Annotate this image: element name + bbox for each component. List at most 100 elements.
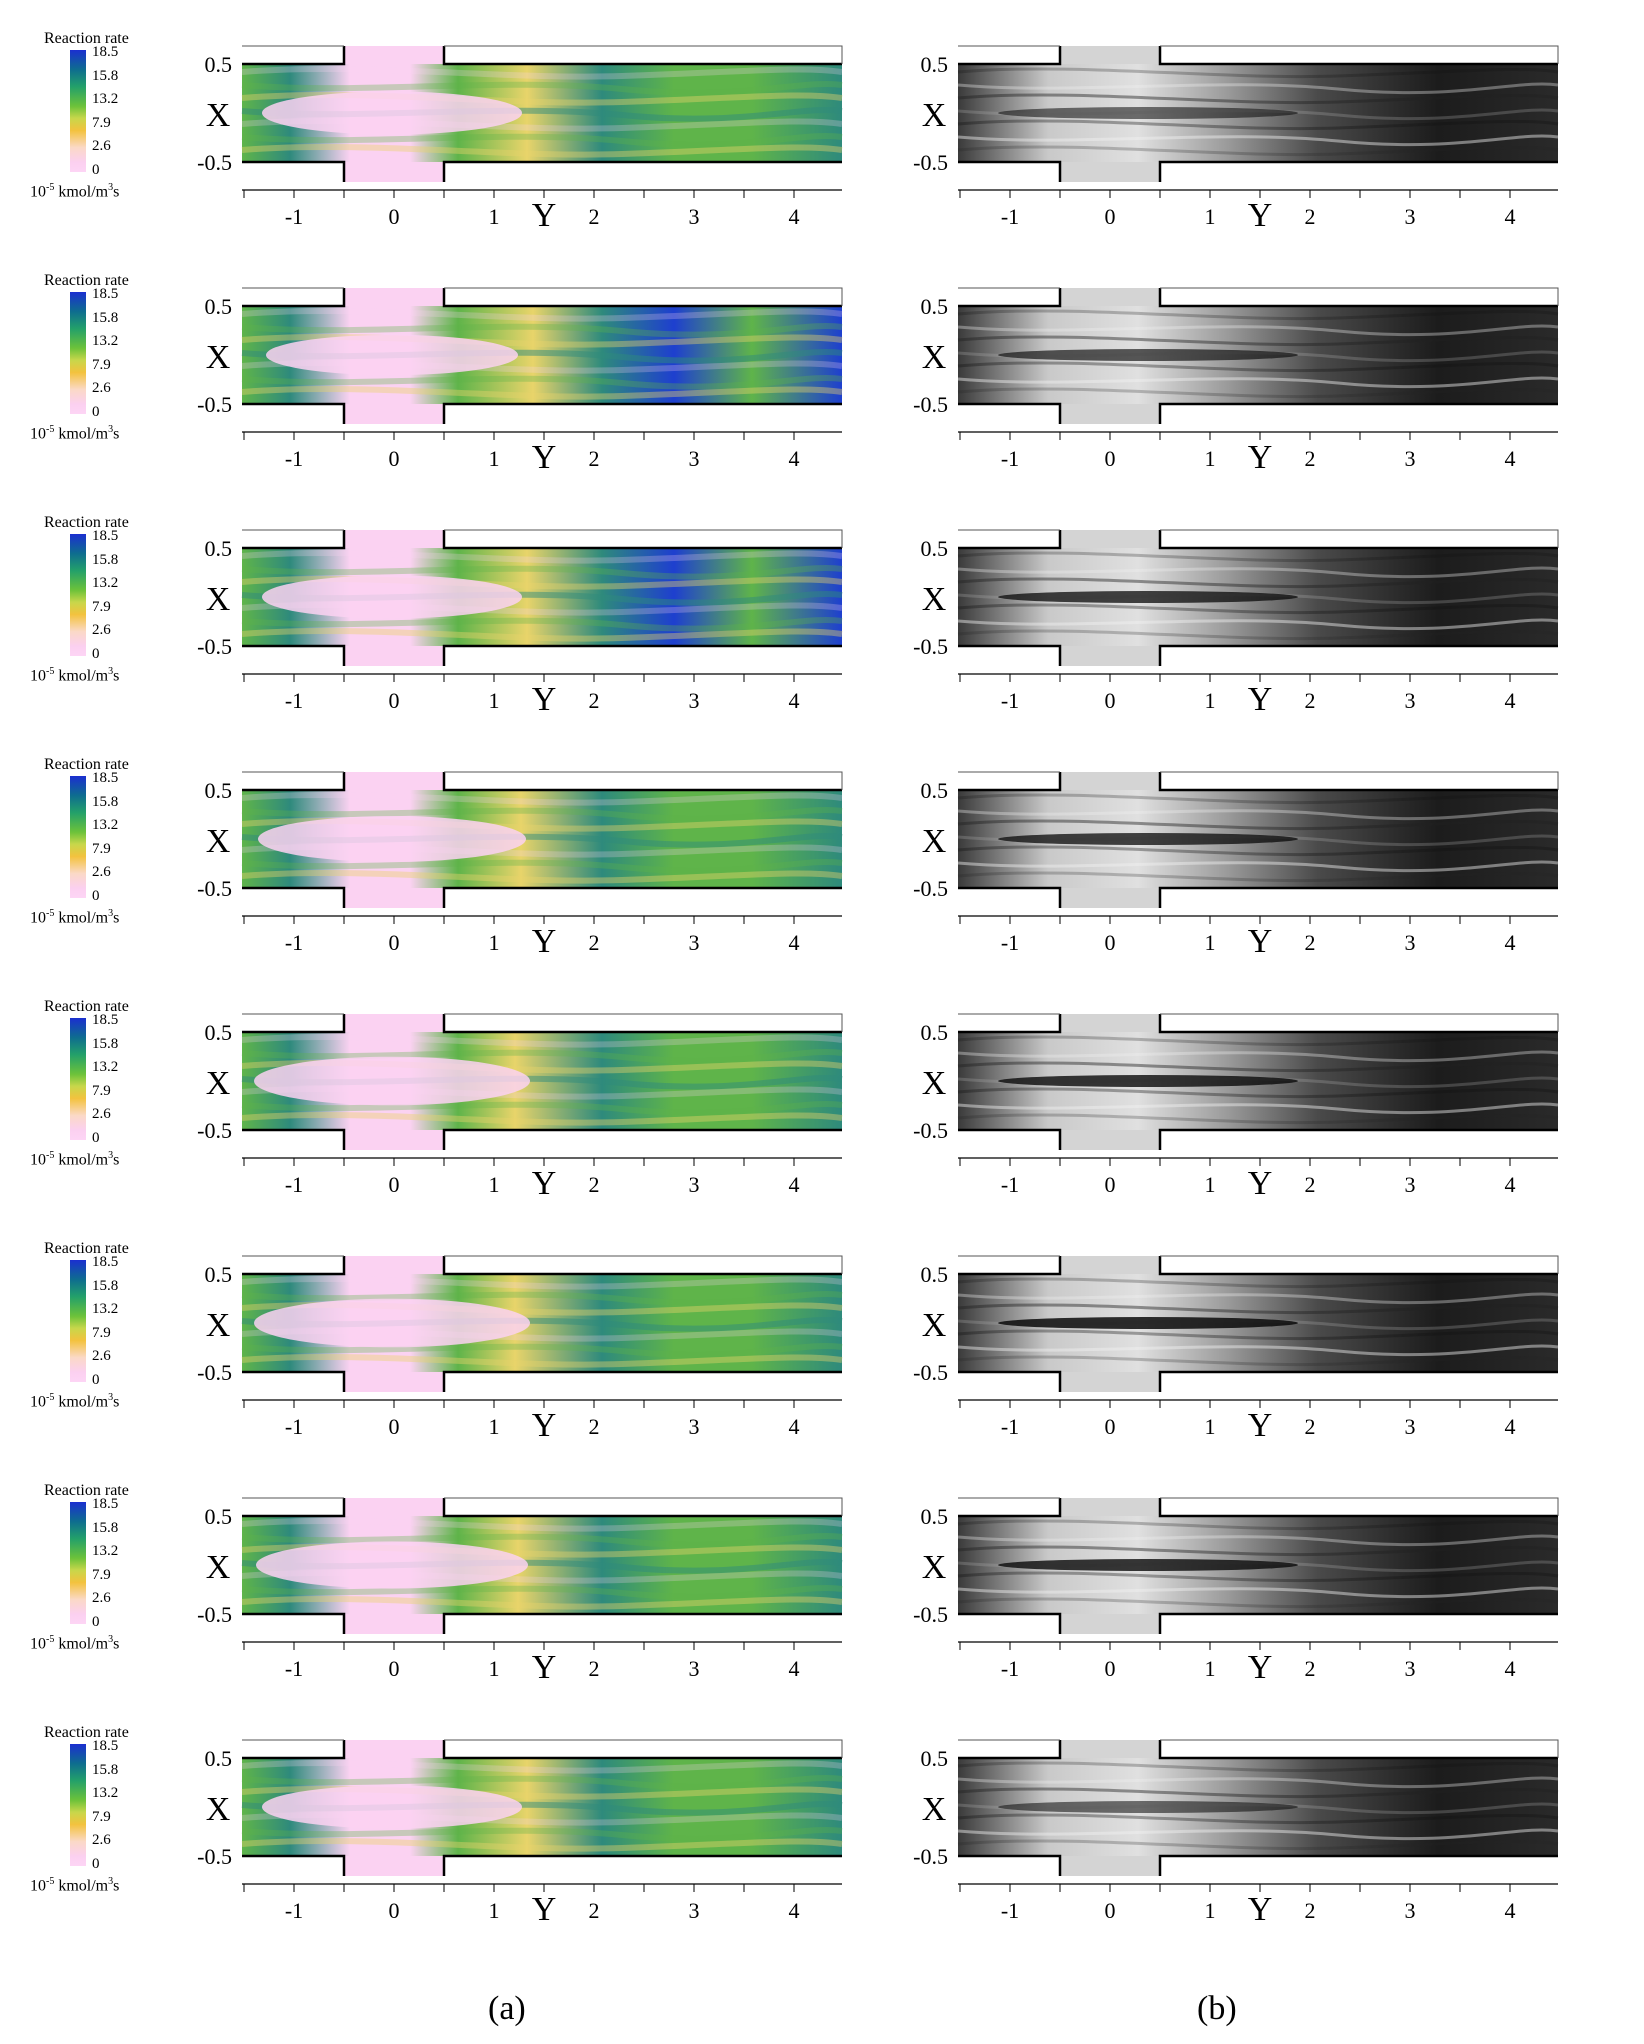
sim-y-tick-label: 3 bbox=[689, 1898, 700, 1923]
legend-tick-label: 0 bbox=[92, 1371, 100, 1388]
legend-tick-label: 2.6 bbox=[92, 622, 111, 638]
photo-streak bbox=[957, 1813, 1559, 1825]
sim-frame bbox=[242, 1255, 843, 1274]
photo-y-axis-label: Y bbox=[1248, 1165, 1273, 1202]
photo-y-tick-label: 2 bbox=[1305, 1172, 1316, 1197]
legend-tick-label: 15.8 bbox=[92, 1277, 119, 1294]
sim-y-tick-label: 2 bbox=[589, 1898, 600, 1923]
legend-tick-label: 18.5 bbox=[92, 1012, 119, 1028]
legend-tick-label: 13.2 bbox=[92, 91, 119, 107]
photo-walls bbox=[958, 288, 1558, 424]
sim-x-tick-label: 0.5 bbox=[205, 52, 233, 77]
photo-streak bbox=[957, 618, 1559, 631]
sim-streak bbox=[241, 1532, 843, 1548]
colorbar-legend: Reaction rate 18.5 15.8 13.2 7.9 2.6 0 10-5 kmo… bbox=[30, 756, 180, 956]
sim-y-tick-label: 1 bbox=[489, 1898, 500, 1923]
photo-streak bbox=[957, 1087, 1559, 1099]
legend-title: Reaction rate bbox=[44, 1240, 129, 1257]
figure-row: Reaction rate 18.5 15.8 13.2 7.9 2.6 0 10-5 kmo… bbox=[0, 500, 1644, 740]
photo-y-tick-label: 3 bbox=[1405, 1898, 1416, 1923]
photo-streak bbox=[957, 1035, 1559, 1047]
sim-x-axis-label: X bbox=[206, 1549, 231, 1586]
sim-pink-core bbox=[256, 1541, 528, 1589]
photo-streak bbox=[957, 1787, 1559, 1799]
sim-walls bbox=[242, 46, 842, 182]
sim-y-axis-label: Y bbox=[532, 197, 557, 234]
photo-y-tick-label: 0 bbox=[1105, 1656, 1116, 1681]
legend-unit: 10-5 kmol/m3s bbox=[30, 1150, 119, 1169]
photo-dark-core bbox=[998, 591, 1298, 603]
sim-pink-core bbox=[262, 1785, 522, 1829]
sim-x-tick-label: -0.5 bbox=[197, 634, 232, 659]
sim-x-axis-label: X bbox=[206, 581, 231, 618]
photo-nozzle-bottom bbox=[1060, 162, 1160, 182]
experiment-photo-panel: -1 0 1 2 3 4 Y 0.5 -0.5 X bbox=[913, 1497, 1559, 1686]
photo-streak bbox=[957, 119, 1559, 131]
legend-tick-label: 0 bbox=[92, 1129, 100, 1146]
legend-tick-label: 7.9 bbox=[92, 1808, 111, 1825]
unit-base: 10 bbox=[30, 1151, 46, 1169]
photo-y-tick-label: 0 bbox=[1105, 204, 1116, 229]
legend-tick-label: 7.9 bbox=[92, 356, 111, 373]
photo-streak bbox=[957, 1776, 1559, 1789]
unit-base: 10 bbox=[30, 1877, 46, 1895]
photo-streak bbox=[957, 387, 1559, 399]
photo-y-tick-label: -1 bbox=[1001, 446, 1019, 471]
photo-y-tick-label: 3 bbox=[1405, 1414, 1416, 1439]
figure-row: Reaction rate 18.5 15.8 13.2 7.9 2.6 0 10-5 kmo… bbox=[0, 1468, 1644, 1708]
legend-tick-label: 0 bbox=[92, 887, 100, 904]
legend-tick-label: 2.6 bbox=[92, 864, 111, 880]
photo-streak bbox=[957, 82, 1559, 95]
sim-y-tick-label: 0 bbox=[389, 446, 400, 471]
photo-nozzle-bottom bbox=[1060, 1130, 1160, 1150]
sim-streak bbox=[241, 1342, 843, 1358]
photo-x-tick-label: 0.5 bbox=[921, 778, 949, 803]
photo-streak bbox=[957, 1761, 1559, 1773]
photo-x-axis-label: X bbox=[922, 581, 947, 618]
sim-y-tick-label: 1 bbox=[489, 1172, 500, 1197]
photo-walls bbox=[958, 1256, 1558, 1392]
legend-tick-label: 2.6 bbox=[92, 1348, 111, 1364]
sim-x-tick-label: -0.5 bbox=[197, 1118, 232, 1143]
legend-tick-label: 0 bbox=[92, 1613, 100, 1630]
colorbar bbox=[70, 1502, 86, 1624]
sim-streak bbox=[241, 1100, 843, 1116]
sim-x-tick-label: -0.5 bbox=[197, 1602, 232, 1627]
legend-tick-label: 2.6 bbox=[92, 138, 111, 154]
legend-tick-label: 2.6 bbox=[92, 1590, 111, 1606]
photo-streak bbox=[957, 629, 1559, 641]
legend-tick-label: 15.8 bbox=[92, 1761, 119, 1778]
unit-exponent-2: 3 bbox=[108, 908, 114, 919]
legend-tick-label: 15.8 bbox=[92, 793, 119, 810]
legend-tick-label: 18.5 bbox=[92, 1738, 119, 1754]
photo-y-tick-label: 0 bbox=[1105, 930, 1116, 955]
legend-tick-label: 2.6 bbox=[92, 1832, 111, 1848]
sim-streak bbox=[241, 1048, 843, 1064]
photo-frame bbox=[958, 771, 1559, 790]
photo-streak bbox=[957, 551, 1559, 563]
sim-y-axis-label: Y bbox=[532, 681, 557, 718]
legend-tick-label: 13.2 bbox=[92, 333, 119, 349]
colorbar bbox=[70, 292, 86, 414]
unit-base: 10 bbox=[30, 1635, 46, 1653]
sim-x-tick-label: -0.5 bbox=[197, 876, 232, 901]
sim-nozzle-bottom bbox=[344, 1614, 444, 1634]
sim-streak bbox=[241, 1033, 843, 1048]
photo-y-tick-label: 1 bbox=[1205, 204, 1216, 229]
legend-title: Reaction rate bbox=[44, 272, 129, 289]
sim-y-tick-label: 0 bbox=[389, 930, 400, 955]
sim-streak bbox=[241, 858, 843, 874]
photo-streak bbox=[957, 145, 1559, 157]
sim-x-tick-label: -0.5 bbox=[197, 1360, 232, 1385]
colorbar-legend: Reaction rate 18.5 15.8 13.2 7.9 2.6 0 10-5 kmo… bbox=[30, 272, 180, 472]
photo-y-tick-label: 1 bbox=[1205, 1414, 1216, 1439]
experiment-photo-panel: -1 0 1 2 3 4 Y 0.5 -0.5 X bbox=[913, 1255, 1559, 1444]
photo-dark-core bbox=[998, 1801, 1298, 1813]
sim-y-tick-label: 3 bbox=[689, 204, 700, 229]
photo-y-tick-label: 3 bbox=[1405, 930, 1416, 955]
caption-a: (a) bbox=[488, 1990, 526, 2027]
legend-title: Reaction rate bbox=[44, 30, 129, 47]
photo-y-tick-label: 1 bbox=[1205, 1172, 1216, 1197]
photo-streak bbox=[957, 361, 1559, 373]
photo-streak bbox=[957, 1545, 1559, 1557]
